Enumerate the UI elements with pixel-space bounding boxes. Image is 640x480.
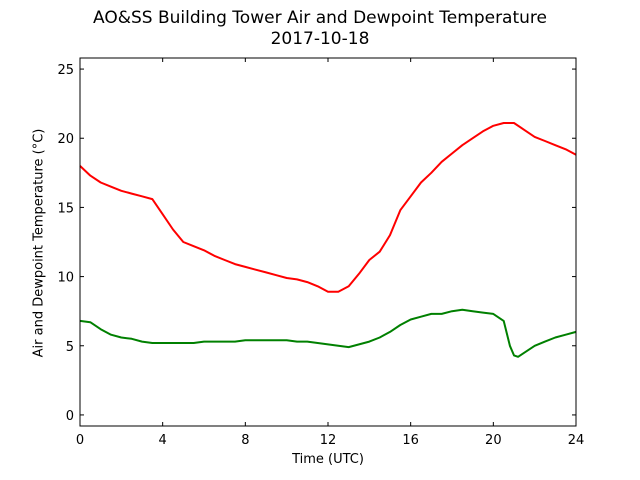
series-layer xyxy=(79,122,577,358)
x-tick-label: 0 xyxy=(76,433,84,448)
x-axis-label: Time (UTC) xyxy=(292,452,364,467)
y-axis-label: Air and Dewpoint Temperature (°C) xyxy=(31,128,47,358)
series-line-1 xyxy=(79,122,577,293)
y-tick-label: 0 xyxy=(66,409,74,424)
y-tick-label: 25 xyxy=(57,63,74,78)
x-tick-label: 4 xyxy=(159,433,167,448)
x-tick-label: 12 xyxy=(320,433,337,448)
chart-title: AO&SS Building Tower Air and Dewpoint Te… xyxy=(92,8,547,28)
series-line-2 xyxy=(79,308,577,358)
x-tick-label: 20 xyxy=(485,433,502,448)
chart-subtitle: 2017-10-18 xyxy=(270,29,370,49)
x-tick-label: 8 xyxy=(241,433,249,448)
y-tick-label: 20 xyxy=(57,132,74,147)
x-tick-label: 16 xyxy=(402,433,419,448)
x-tick-label: 24 xyxy=(568,433,585,448)
y-tick-label: 15 xyxy=(57,201,74,216)
y-tick-label: 10 xyxy=(57,271,74,286)
y-tick-label: 5 xyxy=(66,340,74,355)
plot-frame xyxy=(79,57,577,427)
tick-layer: 0 4 8 12 16 20 24 0 5 10 15 20 25 xyxy=(57,58,584,448)
